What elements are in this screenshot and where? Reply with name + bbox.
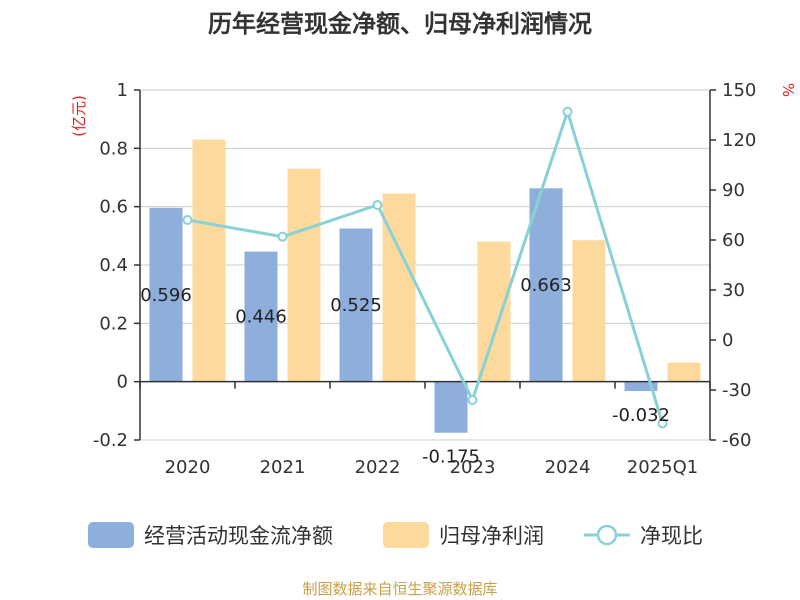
x-tick-label: 2023 [450,457,496,478]
bar-cashflow [529,188,563,382]
legend-cashflow-label: 经营活动现金流净额 [144,524,333,548]
legend: 经营活动现金流净额 归母净利润 净现比 [88,522,703,548]
y-left-tick-label: -0.2 [93,430,128,451]
bar-cashflow [339,228,373,382]
line-series [182,106,668,429]
axes: 1 0.8 0.6 0.4 0.2 0 -0.2 150 120 90 60 30 0 -30 -60 (亿元… [70,80,797,478]
legend-cashflow-swatch [88,522,134,548]
x-tick-label: 2021 [260,457,306,478]
legend-net-cash-ratio-label: 净现比 [640,524,703,548]
y-right-tick-label: -60 [722,430,751,451]
bar-cashflow [624,381,658,391]
x-tick-label: 2022 [355,457,401,478]
legend-net-cash-ratio-swatch-marker [596,524,618,546]
line-point-net-cash-ratio [562,106,573,117]
y-right-tick-label: 60 [722,230,745,251]
bar-cashflow [244,251,278,382]
data-label-cashflow: 0.596 [140,285,192,306]
y-left-tick-label: 0.4 [99,255,128,276]
line-point-net-cash-ratio [372,200,383,210]
bar-cashflow [434,381,468,433]
line-point-net-cash-ratio [467,395,478,405]
line-point-net-cash-ratio [657,418,668,429]
line-point-net-cash-ratio [277,231,288,242]
bar-net-profit [477,241,511,382]
bar-cashflow [149,207,183,382]
data-label-cashflow: 0.663 [520,275,572,296]
y-right-tick-label: -30 [722,380,751,401]
x-tick-label: 2025Q1 [627,457,698,478]
bar-net-profit [192,139,226,382]
y-right-tick-label: 0 [722,330,733,351]
y-right-tick-label: 30 [722,280,745,301]
y-left-tick-label: 0 [117,372,128,393]
y-left-tick-label: 0.8 [99,138,128,159]
y-right-tick-label: 120 [722,130,756,151]
y-left-tick-label: 1 [117,80,128,101]
y-right-tick-label: 90 [722,180,745,201]
legend-net-profit-label: 归母净利润 [439,524,544,548]
data-label-cashflow: -0.175 [422,447,480,468]
chart-title: 历年经营现金净额、归母净利润情况 [208,10,592,38]
legend-net-profit-swatch [383,522,429,548]
y-left-tick-label: 0.6 [99,197,128,218]
y-right-tick-label: 150 [722,80,756,101]
data-label-cashflow: -0.032 [612,405,670,426]
line-point-net-cash-ratio [182,215,193,225]
x-tick-label: 2020 [165,457,211,478]
bar-net-profit [287,168,321,382]
y-left-tick-label: 0.2 [99,313,128,334]
data-label-cashflow: 0.525 [330,295,382,316]
line-net-cash-ratio [187,106,664,424]
x-tick-label: 2024 [545,457,591,478]
source-note: 制图数据来自恒生聚源数据库 [302,580,497,598]
data-labels: 0.596 0.446 0.525 -0.175 0.663 -0.032 [140,275,670,468]
data-label-cashflow: 0.446 [235,307,287,328]
y-right-unit: % [779,83,797,97]
bars [149,139,701,433]
y-left-unit: (亿元) [70,95,88,137]
bar-net-profit [667,362,701,382]
bar-net-profit [572,240,606,382]
bar-net-profit [382,193,416,382]
